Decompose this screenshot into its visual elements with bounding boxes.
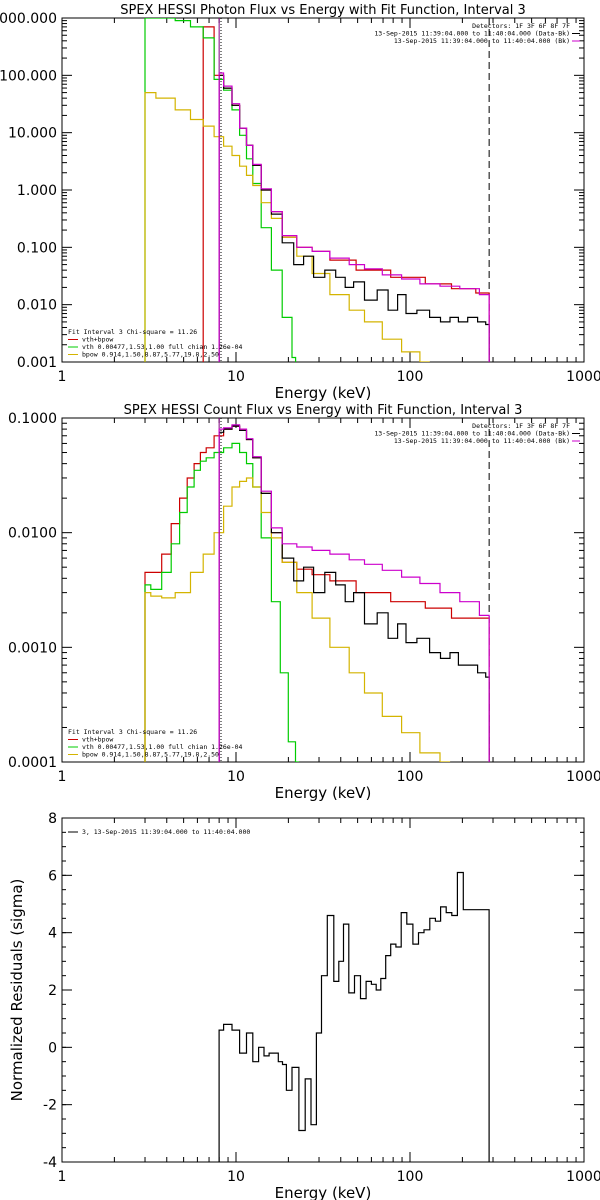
- y-tick-label: 0: [48, 1040, 57, 1056]
- series-line-data-bk: [218, 74, 490, 362]
- x-tick-label: 10: [227, 1169, 245, 1185]
- data-layer: [144, 18, 490, 362]
- y-tick-label: 0.0010: [8, 640, 57, 656]
- panel-3: 1 10 100 1000 -4 -2 0 2 4 6 8 Energy (keV) Normalize…: [8, 811, 600, 1200]
- y-tick-label: 1.000: [17, 183, 57, 199]
- plot-frame: [61, 417, 585, 763]
- x-tick-label: 1: [58, 1169, 67, 1185]
- x-tick-label: 100: [397, 369, 424, 385]
- y-tick-label: 1000.000: [0, 11, 57, 27]
- y-tick-label: 0.100: [17, 240, 57, 256]
- series-line-bpow-0-914-1-50-8-87-5-77-19-8: [144, 92, 430, 362]
- info-text: Detectors: 1F 3F 6F 8F 7F: [472, 422, 570, 430]
- panel-2: 1 10 100 1000 0.0001 0.0010 0.0100 0.1000 SPEX H…: [8, 403, 600, 802]
- legend-text: vth+bpow: [82, 336, 113, 344]
- y-tick-label: 0.0001: [8, 755, 57, 771]
- x-axis-label: Energy (keV): [275, 1184, 372, 1200]
- x-tick-label: 1: [58, 369, 67, 385]
- legend-text: Fit Interval 3 Chi-square = 11.26: [68, 728, 197, 736]
- y-tick-label: 10.000: [8, 126, 57, 142]
- x-tick-label: 1000: [566, 369, 600, 385]
- y-tick-label: -4: [43, 1155, 57, 1171]
- legend-text: vth 0.00477,1.53,1.00 full chian 1.26e-0…: [82, 343, 243, 351]
- y-tick-label: 0.0100: [8, 526, 57, 542]
- data-layer: [144, 418, 490, 762]
- legend-text: bpow 0.914,1.50,8.87,5.77,19.8,2.50: [82, 751, 219, 759]
- series-line-bk: [218, 424, 490, 762]
- series-line-data-bk: [218, 425, 490, 762]
- panel-title: SPEX HESSI Photon Flux vs Energy with Fi…: [120, 3, 526, 18]
- legend-text: bpow 0.914,1.50,8.87,5.77,19.8,2.50: [82, 351, 219, 359]
- x-tick-label: 100: [397, 1169, 424, 1185]
- series-line-vth-0-00477-1-53-1-00-full-chi: [144, 18, 297, 362]
- panel-1: 1 10 100 1000 0.001 0.010 0.100 1.000 10.000 100.…: [0, 3, 600, 402]
- y-tick-label: 2: [48, 983, 57, 999]
- info-text: Detectors: 1F 3F 6F 8F 7F: [472, 22, 570, 30]
- x-axis-label: Energy (keV): [275, 384, 372, 402]
- y-tick-label: 0.001: [17, 355, 57, 371]
- series-line-3-13-sep-2015-11-39-04-000-to-: [218, 871, 490, 1162]
- y-axis-label: Normalized Residuals (sigma): [8, 879, 26, 1102]
- y-tick-label: 100.000: [0, 68, 57, 84]
- series-line-vth-bpow: [144, 425, 490, 762]
- x-tick-label: 1: [58, 769, 67, 785]
- series-line-bk: [218, 72, 490, 362]
- legend-text: vth 0.00477,1.53,1.00 full chian 1.26e-0…: [82, 743, 243, 751]
- series-line-vth-bpow: [202, 26, 490, 362]
- x-tick-label: 10: [227, 369, 245, 385]
- x-axis-label: Energy (keV): [275, 784, 372, 802]
- legend-text: Fit Interval 3 Chi-square = 11.26: [68, 328, 197, 336]
- y-tick-label: 8: [48, 811, 57, 827]
- x-tick-label: 1000: [566, 1169, 600, 1185]
- y-tick-label: 6: [48, 868, 57, 884]
- info-text: 13-Sep-2015 11:39:04.000 to 11:40:04.000…: [374, 430, 570, 438]
- panel-title: SPEX HESSI Count Flux vs Energy with Fit…: [124, 403, 523, 418]
- info-text: 13-Sep-2015 11:39:04.000 to 11:40:04.000…: [394, 37, 570, 45]
- series-line-bpow-0-914-1-50-8-87-5-77-19-8: [144, 477, 451, 762]
- y-tick-label: 4: [48, 926, 57, 942]
- y-tick-label: 0.1000: [8, 411, 57, 427]
- info-text: 13-Sep-2015 11:39:04.000 to 11:40:04.000…: [374, 30, 570, 38]
- legend-text: vth+bpow: [82, 736, 113, 744]
- plot-frame: [61, 17, 585, 363]
- legend-text: 3, 13-Sep-2015 11:39:04.000 to 11:40:04.…: [82, 828, 250, 836]
- x-tick-label: 1000: [566, 769, 600, 785]
- plot-frame: [61, 817, 585, 1163]
- x-tick-label: 100: [397, 769, 424, 785]
- info-text: 13-Sep-2015 11:39:04.000 to 11:40:04.000…: [394, 437, 570, 445]
- series-line-vth-0-00477-1-53-1-00-full-chi: [144, 442, 299, 762]
- y-tick-label: -2: [43, 1098, 57, 1114]
- x-tick-label: 10: [227, 769, 245, 785]
- y-tick-label: 0.010: [17, 298, 57, 314]
- data-layer: [218, 871, 490, 1162]
